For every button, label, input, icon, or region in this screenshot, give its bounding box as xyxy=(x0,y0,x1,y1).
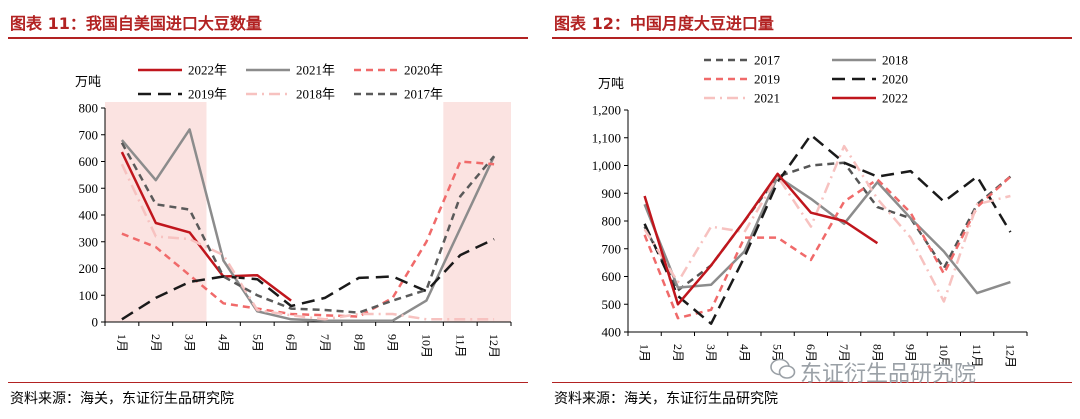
right-bottom-rule xyxy=(552,382,1072,383)
y-tick-label: 800 xyxy=(602,214,622,229)
legend-label-2020: 2020 xyxy=(882,72,908,87)
x-tick-label: 3月 xyxy=(704,344,718,362)
y-tick-label: 500 xyxy=(79,181,99,196)
series-line-2017年 xyxy=(120,142,496,314)
x-tick-label: 12月 xyxy=(1003,344,1017,368)
y-tick-label: 800 xyxy=(79,101,99,116)
x-tick-label: 2月 xyxy=(149,334,163,352)
right-title-rule xyxy=(552,37,1072,39)
legend-label-2019: 2019 xyxy=(754,72,780,87)
series-line-2020年 xyxy=(121,160,495,318)
y-tick-label: 1,200 xyxy=(592,103,621,118)
y-tick-label: 900 xyxy=(602,186,622,201)
series-line-2018 xyxy=(643,175,1011,295)
y-tick-label: 600 xyxy=(602,269,622,284)
y-tick-label: 200 xyxy=(79,261,99,276)
x-tick-label: 5月 xyxy=(771,344,785,362)
x-tick-label: 11月 xyxy=(453,334,467,358)
x-tick-label: 8月 xyxy=(870,344,884,362)
left-panel: 图表 11：我国自美国进口大豆数量 万吨 0 100 200 300 400 500 600 7… xyxy=(8,0,538,419)
x-tick-label: 4月 xyxy=(216,334,230,352)
legend-label-2021: 2021 xyxy=(754,91,780,106)
left-title-rule xyxy=(8,37,528,39)
x-tick-label: 7月 xyxy=(318,334,332,352)
y-tick-label: 300 xyxy=(79,234,99,249)
y-unit-label: 万吨 xyxy=(598,76,624,91)
x-tick-label: 7月 xyxy=(837,344,851,362)
y-tick-label: 100 xyxy=(79,288,99,303)
left-chart: 万吨 0 100 200 300 400 500 600 700 800 1月 2月 3月 4月 5月 6月 7… xyxy=(75,63,512,358)
x-tick-label: 5月 xyxy=(250,334,264,352)
y-tick-label: 700 xyxy=(602,241,622,256)
watermark: 东证衍生品研究院 xyxy=(800,362,977,387)
series-line-2019 xyxy=(643,175,1012,320)
legend-label-2018年: 2018年 xyxy=(296,87,335,102)
y-tick-label: 0 xyxy=(92,315,99,330)
series-line-2020 xyxy=(643,133,1012,325)
highlight-band-0 xyxy=(105,102,207,322)
legend-label-2022年: 2022年 xyxy=(188,63,227,78)
legend-label-2018: 2018 xyxy=(882,53,908,68)
x-tick-label: 4月 xyxy=(737,344,751,362)
y-tick-label: 700 xyxy=(79,127,99,142)
right-source: 资料来源：海关，东证衍生品研究院 xyxy=(554,391,778,407)
left-chart-title: 图表 11：我国自美国进口大豆数量 xyxy=(10,14,262,33)
left-bottom-rule xyxy=(8,382,528,383)
series-line-2022 xyxy=(643,172,879,306)
right-chart: 万吨 400 500 600 700 800 900 1,000 1,100 1,200 1月 2月 3… xyxy=(592,53,1028,368)
legend-label-2017年: 2017年 xyxy=(404,87,443,102)
wechat-icon xyxy=(770,358,796,379)
series-line-2019年 xyxy=(121,237,495,321)
left-source: 资料来源：海关，东证衍生品研究院 xyxy=(10,391,234,407)
x-tick-label: 10月 xyxy=(937,344,951,368)
series-line-2021 xyxy=(643,144,1011,303)
x-tick-label: 11月 xyxy=(970,344,984,368)
series-line-2017 xyxy=(643,161,1012,292)
x-tick-label: 12月 xyxy=(487,334,501,358)
y-tick-label: 600 xyxy=(79,154,99,169)
highlight-band-1 xyxy=(443,102,511,322)
legend-label-2017: 2017 xyxy=(754,53,781,68)
x-tick-label: 10月 xyxy=(419,334,433,358)
x-tick-label: 8月 xyxy=(352,334,366,352)
x-tick-label: 6月 xyxy=(804,344,818,362)
y-tick-label: 400 xyxy=(602,325,622,340)
x-tick-label: 6月 xyxy=(284,334,298,352)
y-unit-label: 万吨 xyxy=(75,74,101,89)
series-line-2022年 xyxy=(120,151,292,302)
x-tick-label: 9月 xyxy=(904,344,918,362)
x-tick-label: 1月 xyxy=(115,334,129,352)
legend-label-2022: 2022 xyxy=(882,91,908,106)
x-tick-label: 9月 xyxy=(386,334,400,352)
right-panel: 图表 12：中国月度大豆进口量 万吨 400 500 600 700 800 900 1,00… xyxy=(552,0,1080,419)
y-tick-label: 1,000 xyxy=(592,158,621,173)
x-tick-label: 2月 xyxy=(671,344,685,362)
legend-label-2020年: 2020年 xyxy=(404,63,443,78)
series-line-2018年 xyxy=(120,163,495,321)
x-tick-label: 1月 xyxy=(638,344,652,362)
x-tick-label: 3月 xyxy=(183,334,197,352)
legend-label-2021年: 2021年 xyxy=(296,63,335,78)
series-line-2021年 xyxy=(120,128,496,322)
legend-label-2019年: 2019年 xyxy=(188,87,227,102)
y-tick-label: 1,100 xyxy=(592,130,621,145)
y-tick-label: 500 xyxy=(602,297,622,312)
y-tick-label: 400 xyxy=(79,208,99,223)
right-chart-title: 图表 12：中国月度大豆进口量 xyxy=(554,14,774,33)
